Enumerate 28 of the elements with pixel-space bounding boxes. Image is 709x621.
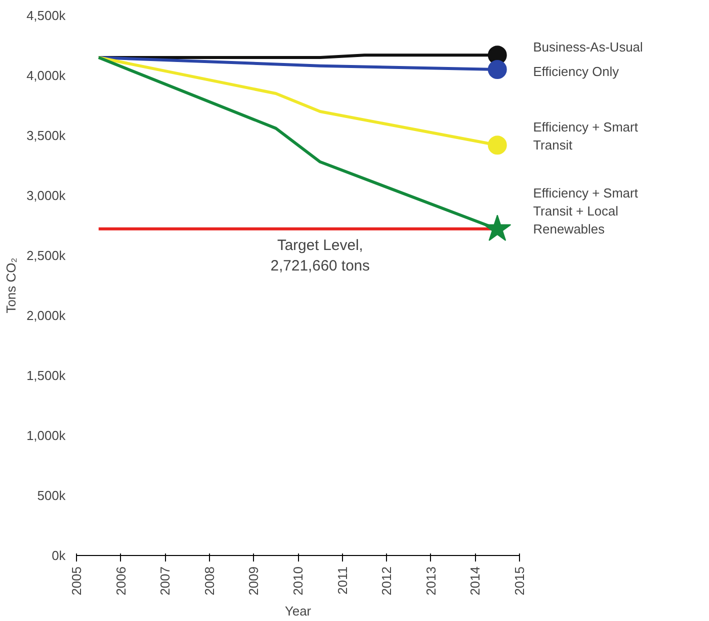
ref-line-label: Target Level, 2,721,660 tons: [270, 236, 370, 274]
x-tick-label: 2013: [423, 566, 438, 596]
x-tick-label: 2006: [113, 566, 128, 596]
y-tick-label: 2,500k: [26, 248, 66, 263]
x-tick-label: 2008: [202, 566, 217, 596]
y-tick-label: 1,500k: [26, 368, 66, 383]
x-tick-label: 2007: [158, 566, 173, 596]
x-tick-label: 2012: [379, 566, 394, 596]
y-tick-label: 2,000k: [26, 308, 66, 323]
x-tick-label: 2014: [468, 566, 483, 596]
y-tick-label: 4,000k: [26, 68, 66, 83]
x-axis-title: Year: [284, 603, 312, 618]
y-tick-label: 4,500k: [26, 8, 66, 23]
text: Business-As-Usual: [533, 40, 644, 55]
x-tick-label: 2009: [246, 566, 262, 596]
text: Efficiency + Smart Transit + Local Renewables: [533, 186, 638, 237]
x-tick-label: 2010: [290, 566, 306, 596]
y-axis-title: Tons CO₂: [3, 258, 18, 314]
y-tick-label: 3,500k: [26, 128, 66, 143]
y-tick-label: 500k: [37, 488, 66, 503]
y-tick-label: 0k: [52, 548, 66, 563]
x-tick-label: 2015: [512, 566, 527, 596]
x-tick-label: 2005: [69, 566, 84, 596]
y-tick-label: 3,000k: [26, 188, 66, 203]
x-tick-label: 2011: [334, 566, 350, 594]
y-tick-label: 1,000k: [26, 428, 66, 443]
text: Efficiency Only: [533, 64, 620, 79]
text: Efficiency + Smart Transit: [533, 120, 638, 153]
